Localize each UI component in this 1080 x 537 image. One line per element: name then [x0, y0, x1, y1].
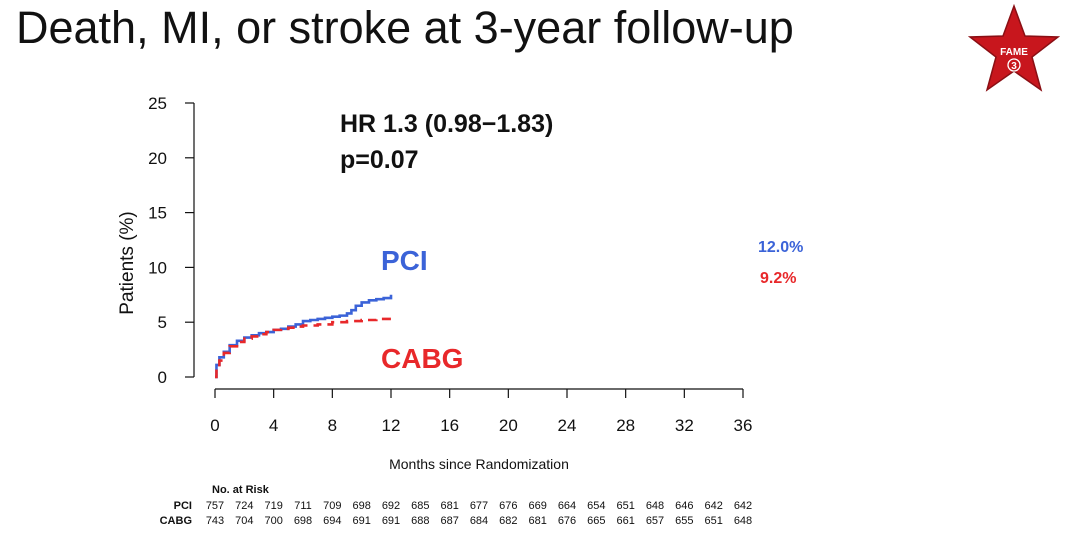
at-risk-row-label: CABG [159, 515, 192, 527]
hazard-ratio: HR 1.3 (0.98−1.83) [340, 110, 553, 138]
at-risk-row-label: PCI [173, 500, 192, 512]
at-risk-value: 688 [411, 515, 430, 527]
series-line-cabg [215, 317, 391, 379]
badge-number: 3 [1011, 61, 1017, 72]
x-axis-label: Months since Randomization [389, 456, 569, 472]
x-tick-label: 36 [734, 416, 753, 435]
at-risk-value: 704 [235, 515, 254, 527]
at-risk-row-pci: PCI 757 724 719 711 709 698 692 685 681 677 676 669 6… [0, 500, 1080, 514]
at-risk-value: 676 [499, 500, 518, 512]
at-risk-value: 651 [616, 500, 635, 512]
p-value: p=0.07 [340, 146, 419, 174]
x-tick-label: 24 [558, 416, 577, 435]
at-risk-value: 692 [381, 500, 401, 512]
at-risk-value: 724 [235, 500, 254, 512]
at-risk-value: 711 [294, 500, 312, 512]
at-risk-value: 661 [616, 515, 635, 527]
at-risk-value: 719 [264, 500, 283, 512]
end-label-pci: 12.0% [758, 239, 803, 256]
at-risk-value: 682 [499, 515, 518, 527]
x-tick-label: 4 [269, 416, 278, 435]
y-tick-label: 20 [148, 149, 167, 168]
x-tick-label: 28 [616, 416, 635, 435]
at-risk-value: 681 [528, 515, 547, 527]
at-risk-value: 698 [352, 500, 371, 512]
at-risk-value: 677 [469, 500, 489, 512]
y-axis-label: Patients (%) [117, 211, 138, 314]
y-tick-label: 10 [148, 258, 167, 277]
y-tick-label: 0 [158, 368, 167, 387]
at-risk-value: 655 [675, 515, 694, 527]
at-risk-value: 646 [675, 500, 694, 512]
at-risk-value: 642 [733, 500, 753, 512]
at-risk-value: 691 [381, 515, 401, 527]
x-axis: 0 4 8 12 16 20 24 28 32 36 [210, 388, 753, 435]
at-risk-value: 642 [704, 500, 723, 512]
at-risk-value: 700 [264, 515, 283, 527]
at-risk-value: 757 [205, 500, 225, 512]
at-risk-value: 691 [352, 515, 371, 527]
at-risk-value: 709 [323, 500, 342, 512]
at-risk-title: No. at Risk [212, 484, 269, 496]
at-risk-value: 694 [323, 515, 342, 527]
at-risk-value: 654 [587, 500, 606, 512]
x-tick-label: 0 [210, 416, 219, 435]
series-label-pci: PCI [381, 245, 428, 276]
y-tick-label: 25 [148, 94, 167, 113]
y-axis: 0 5 10 15 20 25 [148, 94, 195, 387]
at-risk-row-cabg: CABG 743 704 700 698 694 691 691 688 687 684 682 681… [0, 515, 1080, 529]
at-risk-value: 669 [528, 500, 547, 512]
at-risk-value: 648 [733, 515, 753, 527]
x-tick-label: 20 [499, 416, 518, 435]
at-risk-value: 648 [645, 500, 665, 512]
x-tick-label: 16 [440, 416, 459, 435]
at-risk-value: 651 [704, 515, 723, 527]
at-risk-value: 698 [293, 515, 313, 527]
badge-number-circle [1007, 58, 1021, 72]
x-tick-label: 32 [675, 416, 694, 435]
x-tick-label: 12 [382, 416, 401, 435]
at-risk-value: 684 [469, 515, 489, 527]
x-tick-label: 8 [328, 416, 337, 435]
series-label-cabg: CABG [381, 343, 463, 374]
at-risk-value: 676 [557, 515, 577, 527]
y-tick-label: 5 [158, 313, 167, 332]
at-risk-value: 743 [205, 515, 225, 527]
page-title: Death, MI, or stroke at 3-year follow-up [16, 2, 794, 53]
at-risk-value: 681 [440, 500, 459, 512]
at-risk-value: 665 [587, 515, 606, 527]
series-line-pci [215, 294, 393, 379]
at-risk-value: 664 [557, 500, 577, 512]
at-risk-value: 657 [645, 515, 665, 527]
badge-text: FAME [1000, 47, 1028, 58]
at-risk-value: 687 [440, 515, 459, 527]
end-label-cabg: 9.2% [760, 270, 796, 287]
y-tick-label: 15 [148, 204, 167, 223]
at-risk-value: 685 [411, 500, 430, 512]
fame-badge: FAME 3 [968, 4, 1060, 92]
